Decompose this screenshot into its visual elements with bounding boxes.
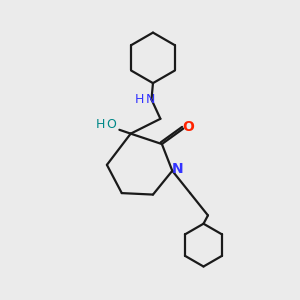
Text: N: N: [145, 93, 155, 106]
Text: O: O: [106, 118, 116, 130]
Text: H: H: [134, 93, 144, 106]
Text: N: N: [172, 162, 184, 176]
Text: H: H: [96, 118, 105, 130]
Text: O: O: [183, 120, 195, 134]
